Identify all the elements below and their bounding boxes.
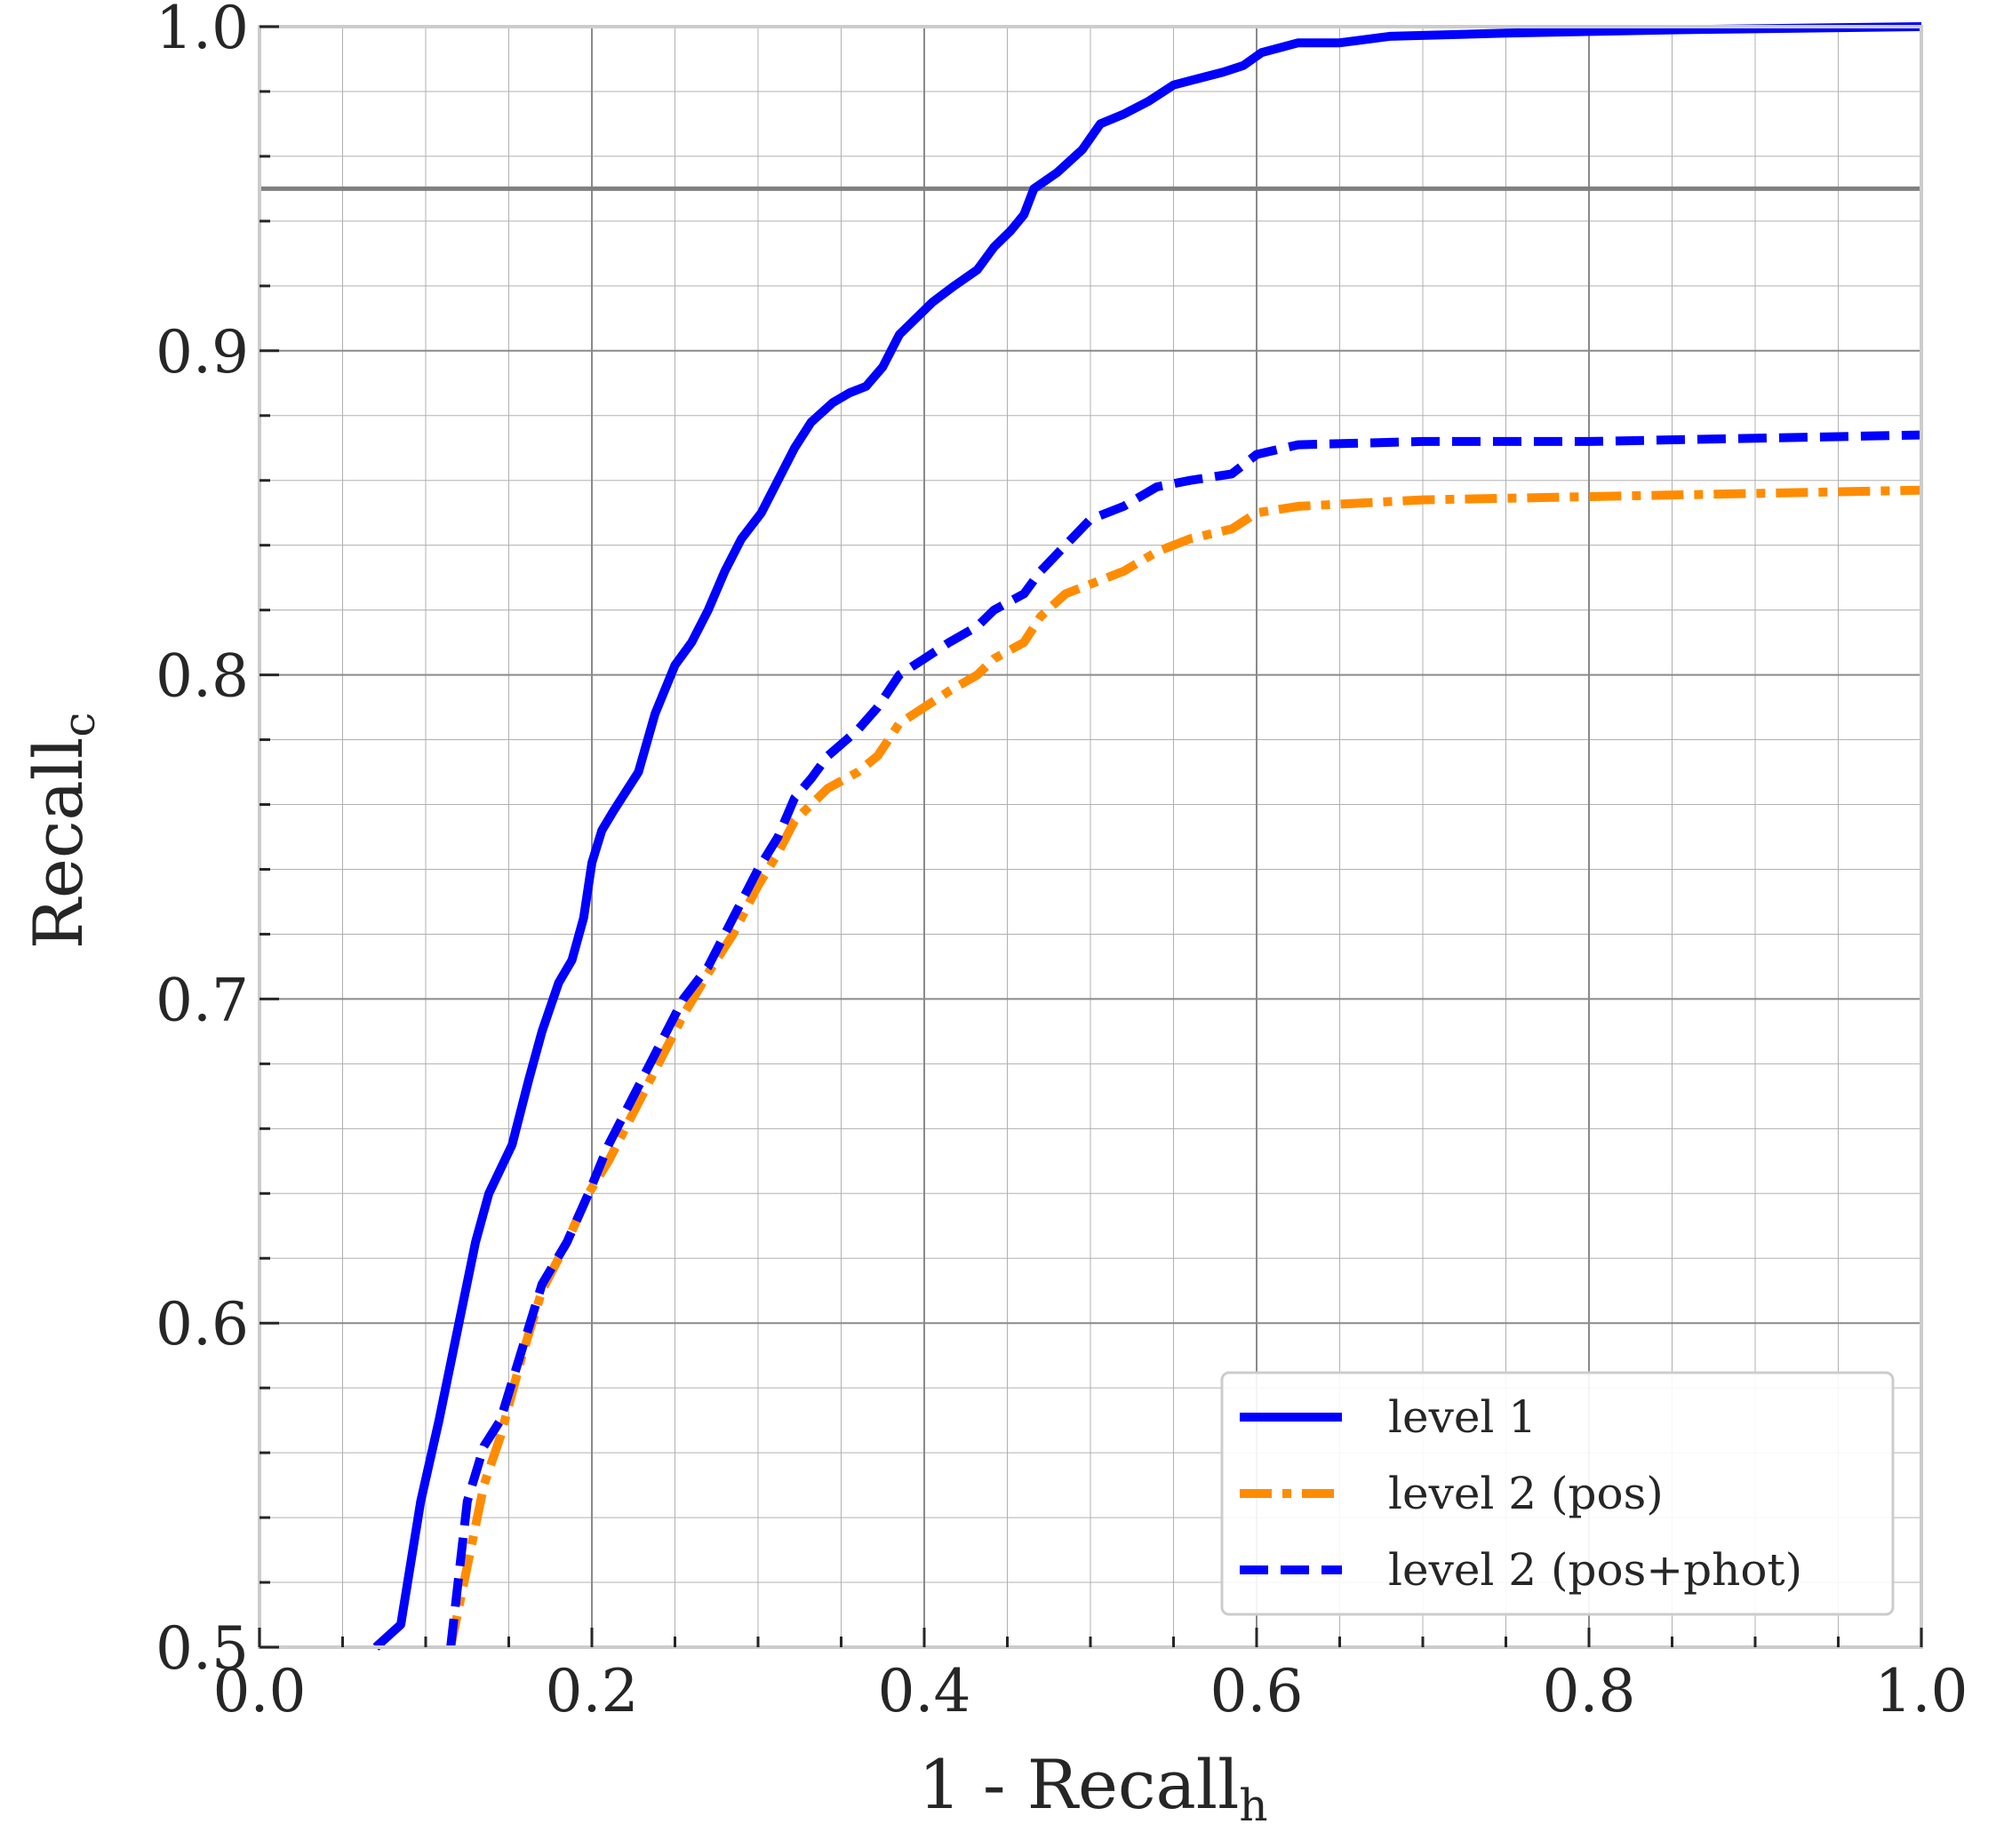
y-tick-label: 0.6 bbox=[156, 1290, 249, 1358]
legend: level 1 level 2 (pos) level 2 (pos+phot) bbox=[1220, 1371, 1895, 1616]
legend-label-level-1: level 1 bbox=[1388, 1391, 1537, 1443]
y-tick-label: 0.9 bbox=[156, 318, 249, 386]
y-axis-title: Recallc bbox=[19, 713, 105, 950]
y-tick-label: 0.7 bbox=[156, 966, 249, 1034]
x-axis-title: 1 - Recallh bbox=[918, 1745, 1267, 1831]
series-line-level-1 bbox=[372, 22, 1922, 1651]
x-tick-label: 0.8 bbox=[1543, 1657, 1636, 1725]
series-line-level-2-pos bbox=[446, 485, 1922, 1649]
y-tick-label: 1.0 bbox=[156, 0, 249, 62]
y-tick-labels: 0.5 0.6 0.7 0.8 0.9 1.0 bbox=[156, 0, 249, 1683]
x-tick-labels: 0.0 0.2 0.4 0.6 0.8 1.0 bbox=[213, 1657, 1968, 1725]
x-tick-label: 0.4 bbox=[878, 1657, 971, 1725]
x-tick-label: 0.2 bbox=[546, 1657, 639, 1725]
y-tick-label: 0.8 bbox=[156, 642, 249, 711]
tick-marks bbox=[258, 25, 1923, 1649]
legend-label-level-2-pos-phot: level 2 (pos+phot) bbox=[1388, 1544, 1802, 1596]
series-layer bbox=[372, 22, 1922, 1651]
series-line-level-2-pos-phot bbox=[446, 430, 1922, 1648]
y-tick-label: 0.5 bbox=[156, 1614, 249, 1683]
legend-box bbox=[1220, 1371, 1895, 1616]
x-tick-label: 0.0 bbox=[213, 1657, 307, 1725]
x-tick-label: 0.6 bbox=[1210, 1657, 1304, 1725]
legend-label-level-2-pos: level 2 (pos) bbox=[1388, 1468, 1664, 1519]
x-tick-label: 1.0 bbox=[1875, 1657, 1968, 1725]
